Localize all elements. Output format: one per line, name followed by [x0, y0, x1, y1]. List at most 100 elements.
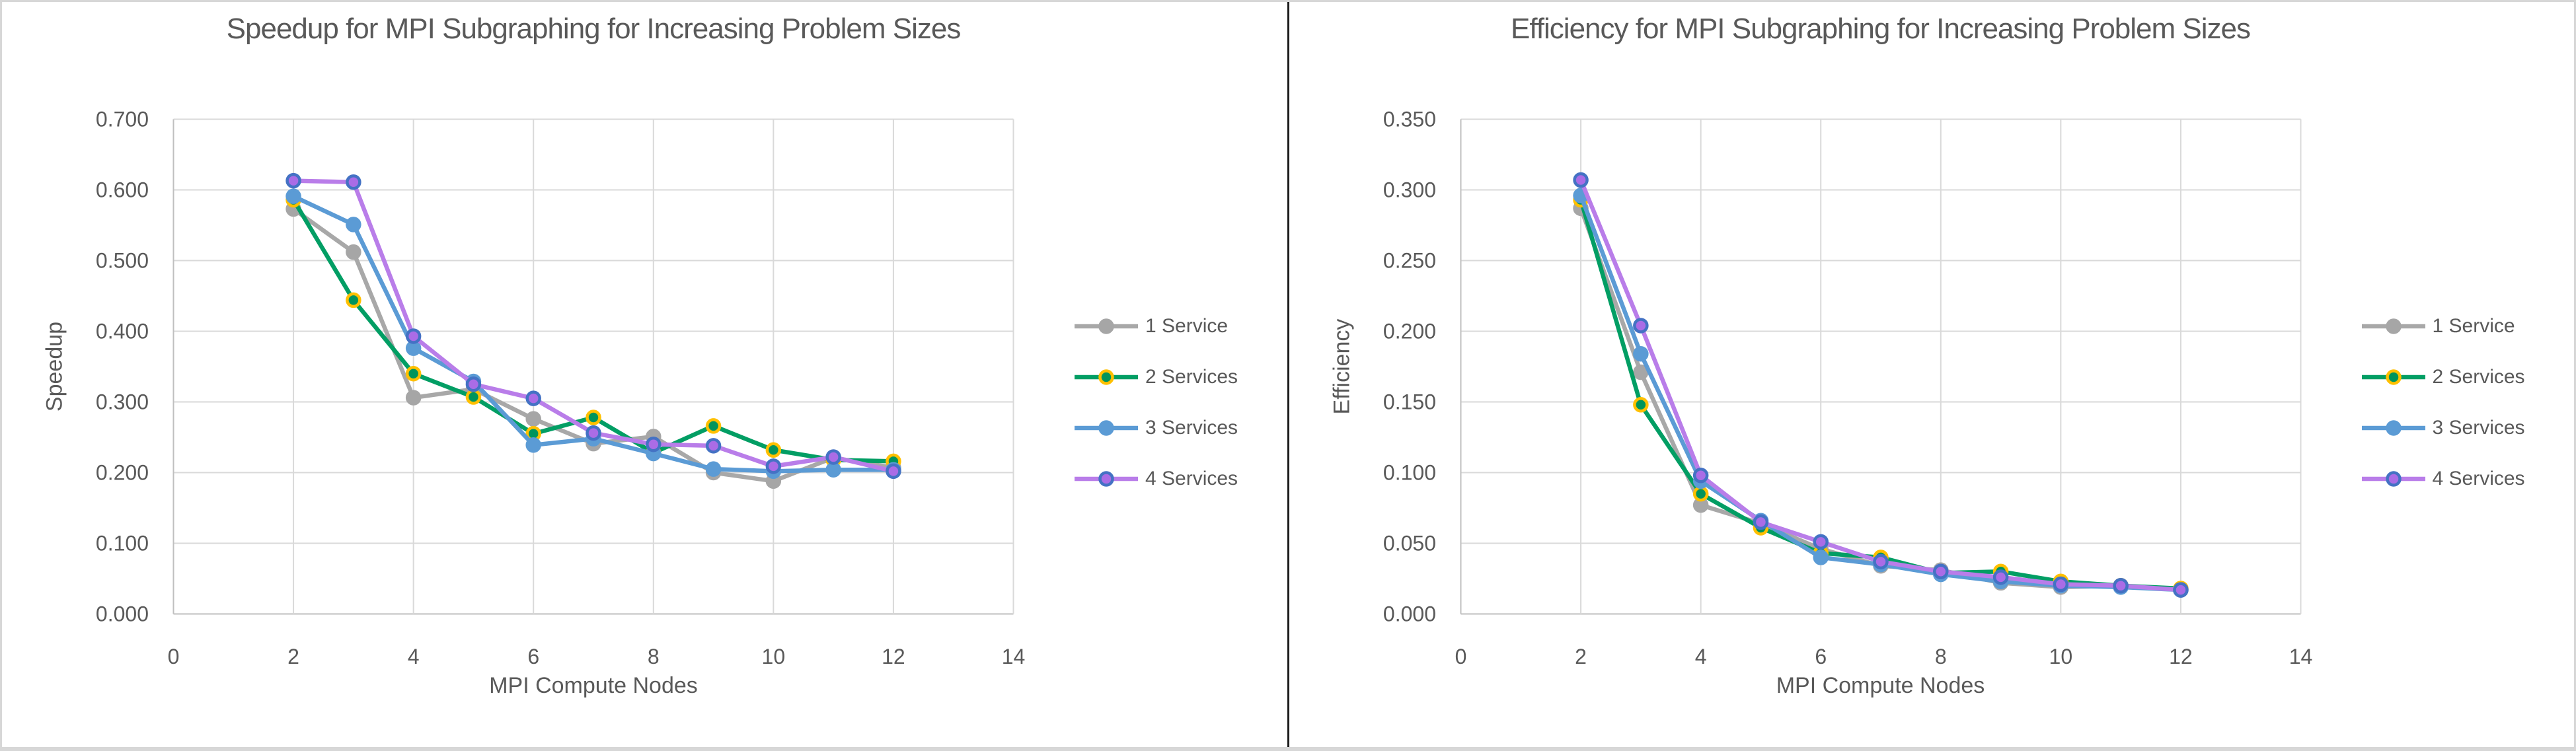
- data-point-2-services: [465, 389, 482, 405]
- speedup-chart-panel: Speedup for MPI Subgraphing for Increasi…: [2, 2, 1287, 747]
- legend-item-2-services: 2 Services: [1073, 364, 1238, 390]
- data-point-2-services: [586, 410, 601, 425]
- data-point-1-service: [346, 244, 361, 260]
- legend-item-1-service: 1 Service: [1073, 313, 1238, 340]
- data-point-2-services: [765, 442, 782, 458]
- x-tick-label: 14: [2289, 645, 2312, 668]
- x-tick-label: 12: [882, 645, 905, 668]
- legend-label: 3 Services: [2432, 417, 2525, 439]
- y-tick-label: 0.150: [1383, 390, 1435, 414]
- legend-item-3-services: 3 Services: [2361, 415, 2525, 441]
- data-point-1-service: [405, 390, 422, 406]
- y-tick-label: 0.250: [1383, 249, 1435, 273]
- data-point-4-services: [2112, 577, 2129, 594]
- data-point-4-services: [1632, 318, 1649, 334]
- legend-item-2-services: 2 Services: [2361, 364, 2525, 390]
- data-point-3-services: [1632, 345, 1649, 362]
- legend-marker-icon: [1075, 318, 1138, 334]
- data-point-4-services: [1872, 554, 1889, 570]
- data-point-4-services: [1932, 563, 1949, 580]
- data-point-3-services: [705, 461, 722, 477]
- data-point-4-services: [285, 172, 301, 189]
- data-point-4-services: [465, 376, 482, 392]
- x-axis-title-right: MPI Compute Nodes: [1776, 673, 1985, 698]
- y-tick-label: 0.600: [96, 178, 149, 202]
- data-point-2-services: [405, 365, 422, 382]
- chart-title-speedup: Speedup for MPI Subgraphing for Increasi…: [226, 13, 962, 45]
- legend-marker-icon: [2361, 369, 2425, 385]
- data-point-4-services: [405, 328, 422, 344]
- y-tick-label: 0.050: [1383, 532, 1435, 555]
- series-line-4-services: [1578, 178, 2183, 592]
- data-point-4-services: [346, 174, 361, 190]
- legend-label: 4 Services: [2432, 468, 2525, 489]
- data-point-3-services: [285, 188, 301, 204]
- x-tick-label: 10: [2049, 645, 2072, 668]
- data-point-1-service: [1632, 364, 1649, 380]
- data-point-4-services: [1992, 569, 2008, 585]
- efficiency-chart: 0.000 0.050 0.100 0.150 0.200 0.250 0.300 0.350…: [1383, 108, 2312, 669]
- y-tick-label: 0.400: [96, 320, 149, 343]
- speedup-chart: 0.000 0.100 0.200 0.300 0.400 0.500 0.600 0.700…: [96, 108, 1026, 669]
- y-tick-label: 0.700: [96, 108, 149, 131]
- y-tick-label: 0.300: [1383, 178, 1435, 202]
- y-tick-label: 0.300: [96, 390, 149, 414]
- data-point-3-services: [825, 462, 841, 478]
- data-point-4-services: [2053, 576, 2068, 592]
- legend-label: 2 Services: [2432, 366, 2525, 388]
- x-tick-label: 6: [527, 645, 539, 668]
- data-point-2-services: [1692, 485, 1708, 502]
- legend-right: 1 Service 2 Services 3 Services 4 Services: [2361, 313, 2525, 517]
- y-tick-label: 0.100: [1383, 461, 1435, 485]
- efficiency-chart-panel: Efficiency for MPI Subgraphing for Incre…: [1289, 2, 2574, 747]
- data-point-2-services: [705, 418, 722, 434]
- data-point-4-services: [1572, 172, 1589, 188]
- x-tick-label: 2: [1575, 645, 1587, 668]
- legend-item-3-services: 3 Services: [1073, 415, 1238, 441]
- data-point-3-services: [346, 217, 361, 232]
- x-tick-label: 6: [1815, 645, 1827, 668]
- x-tick-label: 2: [287, 645, 299, 668]
- x-tick-label: 4: [1694, 645, 1706, 668]
- y-tick-label: 0.200: [1383, 320, 1435, 343]
- legend-label: 4 Services: [1145, 468, 1238, 489]
- data-point-4-services: [646, 436, 662, 452]
- data-point-4-services: [1692, 468, 1708, 483]
- y-tick-label: 0.500: [96, 249, 149, 273]
- legend-item-1-service: 1 Service: [2361, 313, 2525, 340]
- data-point-2-services: [1632, 397, 1649, 413]
- legend-marker-icon: [1075, 369, 1138, 385]
- legend-item-4-services: 4 Services: [1073, 466, 1238, 492]
- legend-label: 1 Service: [1145, 315, 1229, 337]
- data-point-4-services: [1753, 514, 1768, 530]
- legend-label: 3 Services: [1145, 417, 1238, 439]
- data-point-4-services: [1812, 534, 1829, 550]
- y-tick-label: 0.200: [96, 461, 149, 485]
- legend-label: 1 Service: [2432, 315, 2515, 337]
- data-point-3-services: [525, 437, 541, 453]
- data-point-4-services: [886, 463, 901, 480]
- legend-marker-icon: [2361, 318, 2425, 334]
- data-point-4-services: [705, 438, 722, 454]
- x-tick-label: 10: [762, 645, 786, 668]
- legend-left: 1 Service 2 Services 3 Services 4 Services: [1073, 313, 1238, 517]
- legend-marker-icon: [2361, 471, 2425, 487]
- data-point-2-services: [346, 292, 361, 308]
- legend-item-4-services: 4 Services: [2361, 466, 2525, 492]
- data-point-4-services: [825, 449, 841, 465]
- x-tick-label: 14: [1002, 645, 1026, 668]
- y-tick-label: 0.000: [96, 602, 149, 626]
- y-tick-label: 0.100: [96, 532, 149, 555]
- x-tick-label: 12: [2169, 645, 2193, 668]
- data-point-4-services: [586, 425, 601, 441]
- chart-title-efficiency: Efficiency for MPI Subgraphing for Incre…: [1511, 13, 2251, 45]
- y-tick-label: 0.000: [1383, 602, 1435, 626]
- legend-marker-icon: [1075, 471, 1138, 487]
- x-tick-label: 4: [408, 645, 420, 668]
- legend-marker-icon: [2361, 420, 2425, 436]
- legend-marker-icon: [1075, 420, 1138, 436]
- series-line-3-services: [1578, 193, 2183, 592]
- panel-divider: [1287, 2, 1289, 747]
- series-line-2-services: [1578, 197, 2183, 591]
